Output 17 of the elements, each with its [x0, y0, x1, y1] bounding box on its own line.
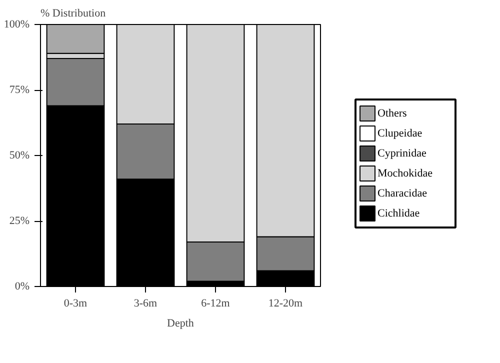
- x-tick-label: 0-3m: [64, 298, 88, 310]
- legend-label: Cyprinidae: [378, 148, 426, 160]
- y-axis-title: % Distribution: [40, 8, 106, 20]
- y-tick-label: 25%: [9, 215, 30, 227]
- legend-label: Clupeidae: [378, 128, 422, 140]
- legend-label: Characidae: [378, 188, 428, 200]
- y-tick-label: 75%: [9, 84, 30, 96]
- x-tick-label: 6-12m: [201, 298, 230, 310]
- legend-label: Cichlidae: [378, 208, 420, 220]
- y-tick-label: 50%: [9, 150, 30, 162]
- x-axis-title: Depth: [167, 318, 194, 330]
- x-tick-label: 3-6m: [134, 298, 158, 310]
- legend-label: Mochokidae: [378, 168, 433, 180]
- y-tick-label: 0%: [14, 280, 30, 292]
- y-tick-label: 100%: [4, 18, 30, 30]
- legend-label: Others: [378, 108, 407, 120]
- x-tick-label: 12-20m: [268, 298, 304, 310]
